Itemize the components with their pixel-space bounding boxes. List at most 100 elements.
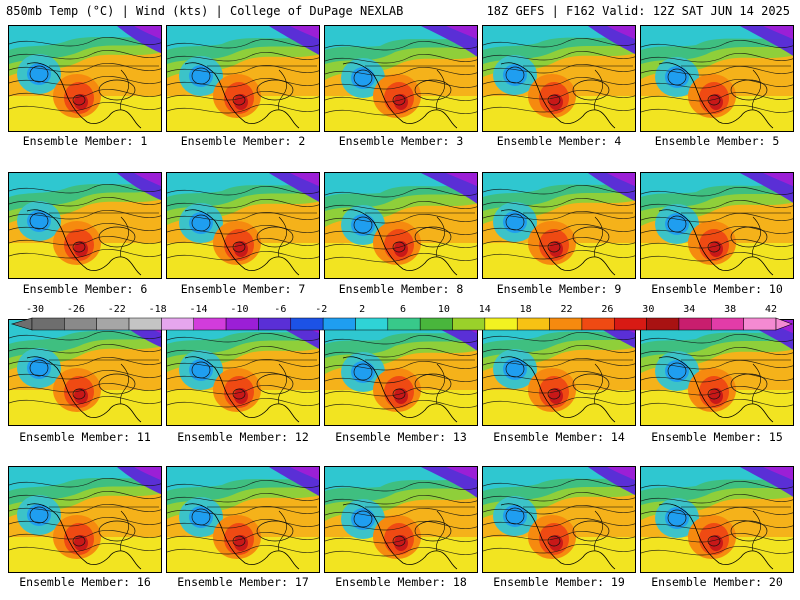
- ensemble-member-label: Ensemble Member: 6: [22, 282, 148, 296]
- temperature-field-map: [9, 467, 161, 572]
- colorbar-scale: [10, 317, 793, 331]
- ensemble-member-map: [482, 466, 636, 573]
- colorbar-segment: [290, 317, 324, 331]
- colorbar-tick-label: -2: [315, 304, 328, 315]
- ensemble-member-label: Ensemble Member: 3: [338, 134, 464, 148]
- colorbar-tick-label: 10: [437, 304, 450, 315]
- colorbar-segment: [193, 317, 227, 331]
- temperature-field-map: [641, 467, 793, 572]
- colorbar-tick-label: -18: [148, 304, 167, 315]
- temperature-field-map: [325, 320, 477, 425]
- temperature-field-map: [483, 173, 635, 278]
- ensemble-member-map: [324, 25, 478, 132]
- colorbar-tick-label: 6: [399, 304, 407, 315]
- ensemble-member-label: Ensemble Member: 15: [651, 430, 783, 444]
- colorbar-segment: [31, 317, 65, 331]
- temperature-field-map: [641, 320, 793, 425]
- colorbar-tick-label: 2: [359, 304, 366, 315]
- colorbar-high-arrow: [775, 317, 793, 331]
- colorbar-segment: [258, 317, 292, 331]
- colorbar-segment: [161, 317, 194, 331]
- colorbar-segment: [484, 317, 518, 331]
- ensemble-member-map: [482, 172, 636, 279]
- ensemble-member-map: [324, 466, 478, 573]
- temperature-field-map: [325, 467, 477, 572]
- colorbar-tick-label: 22: [560, 304, 573, 315]
- temperature-colorbar: -30 -26 -22 -18 -14 -10 -6 -2 2 6 10 14 18 22 26 30 34 38…: [6, 304, 794, 332]
- ensemble-member-map: [324, 172, 478, 279]
- colorbar-tick-label: -10: [230, 304, 249, 315]
- temperature-field-map: [167, 26, 319, 131]
- ensemble-member-map: [640, 172, 794, 279]
- ensemble-member-label: Ensemble Member: 8: [338, 282, 464, 296]
- temperature-field-map: [9, 320, 161, 425]
- ensemble-member-label: Ensemble Member: 17: [177, 575, 309, 589]
- ensemble-member-map: [166, 172, 320, 279]
- ensemble-member-map: [482, 25, 636, 132]
- colorbar-segment: [743, 317, 777, 331]
- temperature-field-map: [9, 173, 161, 278]
- ensemble-member-label: Ensemble Member: 1: [22, 134, 148, 148]
- temperature-field-map: [9, 26, 161, 131]
- ensemble-member-label: Ensemble Member: 18: [335, 575, 467, 589]
- colorbar-tick-label: -26: [66, 304, 85, 315]
- ensemble-member-map: [640, 319, 794, 426]
- ensemble-member-label: Ensemble Member: 19: [493, 575, 625, 589]
- ensemble-member-label: Ensemble Member: 12: [177, 430, 309, 444]
- temperature-field-map: [483, 467, 635, 572]
- colorbar-segment: [96, 317, 130, 331]
- colorbar-segment: [387, 317, 421, 331]
- temperature-field-map: [641, 173, 793, 278]
- temperature-field-map: [325, 173, 477, 278]
- colorbar-tick-label: -30: [25, 304, 45, 315]
- ensemble-member-label: Ensemble Member: 4: [496, 134, 622, 148]
- ensemble-member-label: Ensemble Member: 10: [651, 282, 783, 296]
- colorbar-tick-label: -14: [189, 304, 208, 315]
- colorbar-segment: [128, 317, 162, 331]
- colorbar-segment: [64, 317, 97, 331]
- colorbar-segment: [678, 317, 712, 331]
- colorbar-segment: [225, 317, 259, 331]
- colorbar-segment: [419, 317, 453, 331]
- map-title: 850mb Temp (°C) | Wind (kts) | College o…: [6, 4, 404, 18]
- valid-time: 18Z GEFS | F162 Valid: 12Z SAT JUN 14 20…: [486, 4, 790, 18]
- ensemble-member-map: [166, 466, 320, 573]
- ensemble-member-map: [324, 319, 478, 426]
- temperature-field-map: [167, 467, 319, 572]
- colorbar-segment: [711, 317, 744, 331]
- ensemble-member-map: [640, 25, 794, 132]
- ensemble-member-label: Ensemble Member: 20: [651, 575, 783, 589]
- colorbar-segment: [614, 317, 647, 331]
- temperature-field-map: [641, 26, 793, 131]
- ensemble-member-label: Ensemble Member: 11: [19, 430, 151, 444]
- temperature-field-map: [483, 26, 635, 131]
- temperature-field-map: [167, 320, 319, 425]
- temperature-field-map: [167, 173, 319, 278]
- ensemble-member-map: [166, 25, 320, 132]
- colorbar-segment: [646, 317, 680, 331]
- colorbar-low-arrow: [10, 317, 33, 331]
- colorbar-tick-label: 26: [601, 304, 614, 315]
- colorbar-tick-label: 38: [724, 304, 737, 315]
- ensemble-member-map: [8, 466, 162, 573]
- colorbar-segment: [516, 317, 550, 331]
- temperature-field-map: [325, 26, 477, 131]
- ensemble-member-label: Ensemble Member: 2: [180, 134, 306, 148]
- ensemble-member-label: Ensemble Member: 14: [493, 430, 625, 444]
- colorbar-tick-label: 42: [764, 304, 778, 315]
- ensemble-member-label: Ensemble Member: 13: [335, 430, 467, 444]
- ensemble-member-map: [482, 319, 636, 426]
- colorbar-tick-label: -22: [107, 304, 126, 315]
- ensemble-member-label: Ensemble Member: 7: [180, 282, 306, 296]
- colorbar-segment: [581, 317, 615, 331]
- ensemble-member-map: [640, 466, 794, 573]
- colorbar-segment: [549, 317, 583, 331]
- colorbar-tick-label: 18: [519, 304, 532, 315]
- ensemble-member-map: [166, 319, 320, 426]
- colorbar-tick-label: -6: [274, 304, 287, 315]
- colorbar-tick-label: 30: [642, 304, 655, 315]
- ensemble-member-label: Ensemble Member: 5: [654, 134, 780, 148]
- colorbar-tick-label: 34: [683, 304, 696, 315]
- ensemble-member-label: Ensemble Member: 9: [496, 282, 622, 296]
- temperature-field-map: [483, 320, 635, 425]
